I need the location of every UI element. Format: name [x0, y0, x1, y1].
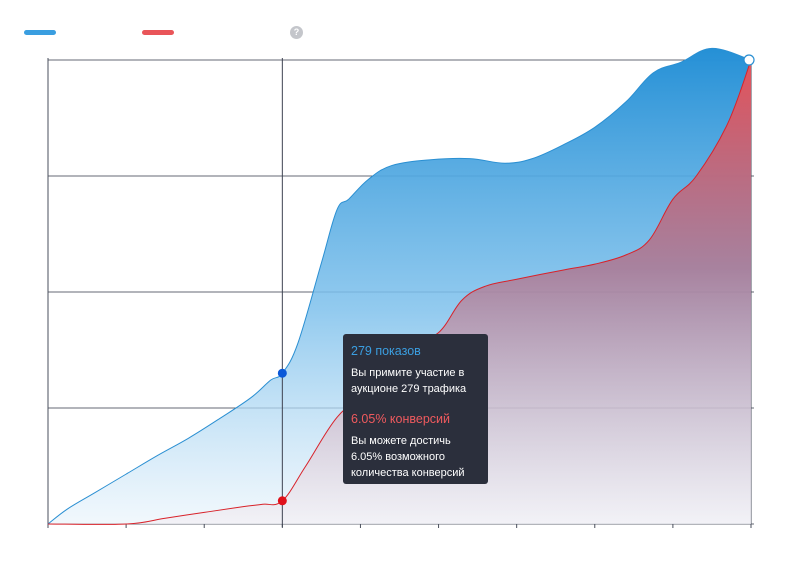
tooltip: 279 показов Вы примите участие в аукцион…	[343, 334, 488, 484]
tooltip-impressions-text: Вы примите участие в аукционе 279 трафик…	[351, 367, 467, 395]
series-area-red	[48, 60, 751, 525]
tooltip-conversions-title: 6.05% конверсий	[351, 412, 450, 426]
tooltip-conversions-text: Вы можете достичь 6.05% возможного колич…	[351, 435, 465, 479]
legend-swatch-blue[interactable]	[24, 30, 56, 35]
end-point-marker[interactable]	[743, 54, 755, 66]
question-circle-icon[interactable]: ?	[290, 26, 303, 39]
series-line-blue	[47, 47, 752, 525]
legend-swatch-red[interactable]	[142, 30, 174, 35]
hover-point-blue[interactable]	[277, 368, 287, 378]
series-line-red	[47, 59, 752, 525]
tooltip-impressions-title: 279 показов	[351, 344, 421, 358]
hover-point-red[interactable]	[277, 496, 287, 506]
